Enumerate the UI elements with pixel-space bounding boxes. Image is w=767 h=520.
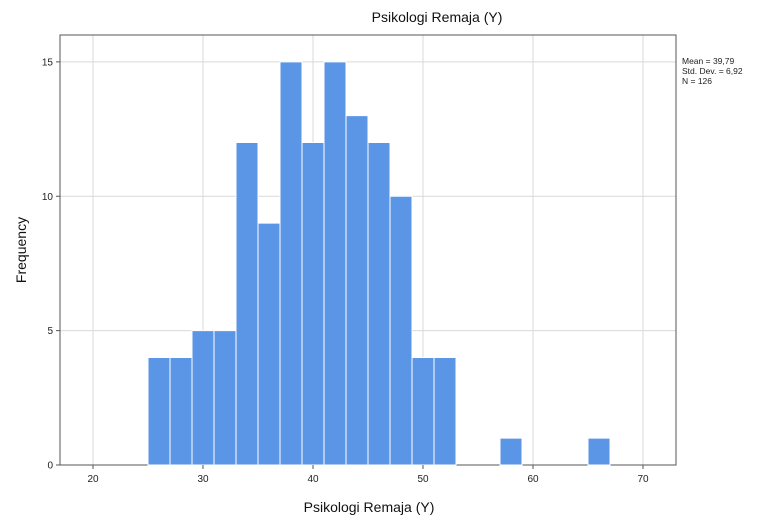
x-tick-label: 60 (527, 474, 539, 485)
y-axis-title: Frequency (13, 217, 29, 283)
histogram-bar (389, 195, 413, 466)
histogram-bar (169, 357, 193, 466)
histogram-bar (411, 357, 435, 466)
histogram-bar (301, 142, 325, 466)
histogram-bar (323, 61, 347, 466)
histogram-bar (433, 357, 457, 466)
stats-std-dev: Std. Dev. = 6,92 (682, 66, 743, 76)
histogram-bar (345, 115, 369, 466)
x-tick-label: 50 (417, 474, 429, 485)
x-axis-title: Psikologi Remaja (Y) (304, 499, 435, 515)
stats-box: Mean = 39,79 Std. Dev. = 6,92 N = 126 (682, 56, 743, 86)
histogram-bar (367, 142, 391, 466)
histogram-bar (147, 357, 171, 466)
chart-title: Psikologi Remaja (Y) (372, 9, 503, 25)
histogram-bar (257, 222, 281, 466)
y-tick-label: 5 (47, 326, 53, 337)
histogram-bars (147, 61, 611, 466)
x-tick-label: 20 (87, 474, 99, 485)
histogram-bar (279, 61, 303, 466)
x-tick-label: 70 (637, 474, 649, 485)
y-tick-label: 0 (47, 461, 53, 472)
histogram-bar (213, 330, 237, 466)
stats-n: N = 126 (682, 76, 712, 86)
histogram-bar (587, 437, 611, 466)
histogram-bar (191, 330, 215, 466)
y-axis-ticks: 0 5 10 15 (42, 57, 60, 472)
stats-mean: Mean = 39,79 (682, 56, 734, 66)
y-tick-label: 15 (42, 57, 54, 68)
histogram-bar (235, 142, 259, 466)
x-axis-ticks: 20 30 40 50 60 70 (87, 465, 649, 485)
histogram-bar (499, 437, 523, 466)
x-tick-label: 30 (197, 474, 209, 485)
y-tick-label: 10 (42, 192, 54, 203)
x-tick-label: 40 (307, 474, 319, 485)
